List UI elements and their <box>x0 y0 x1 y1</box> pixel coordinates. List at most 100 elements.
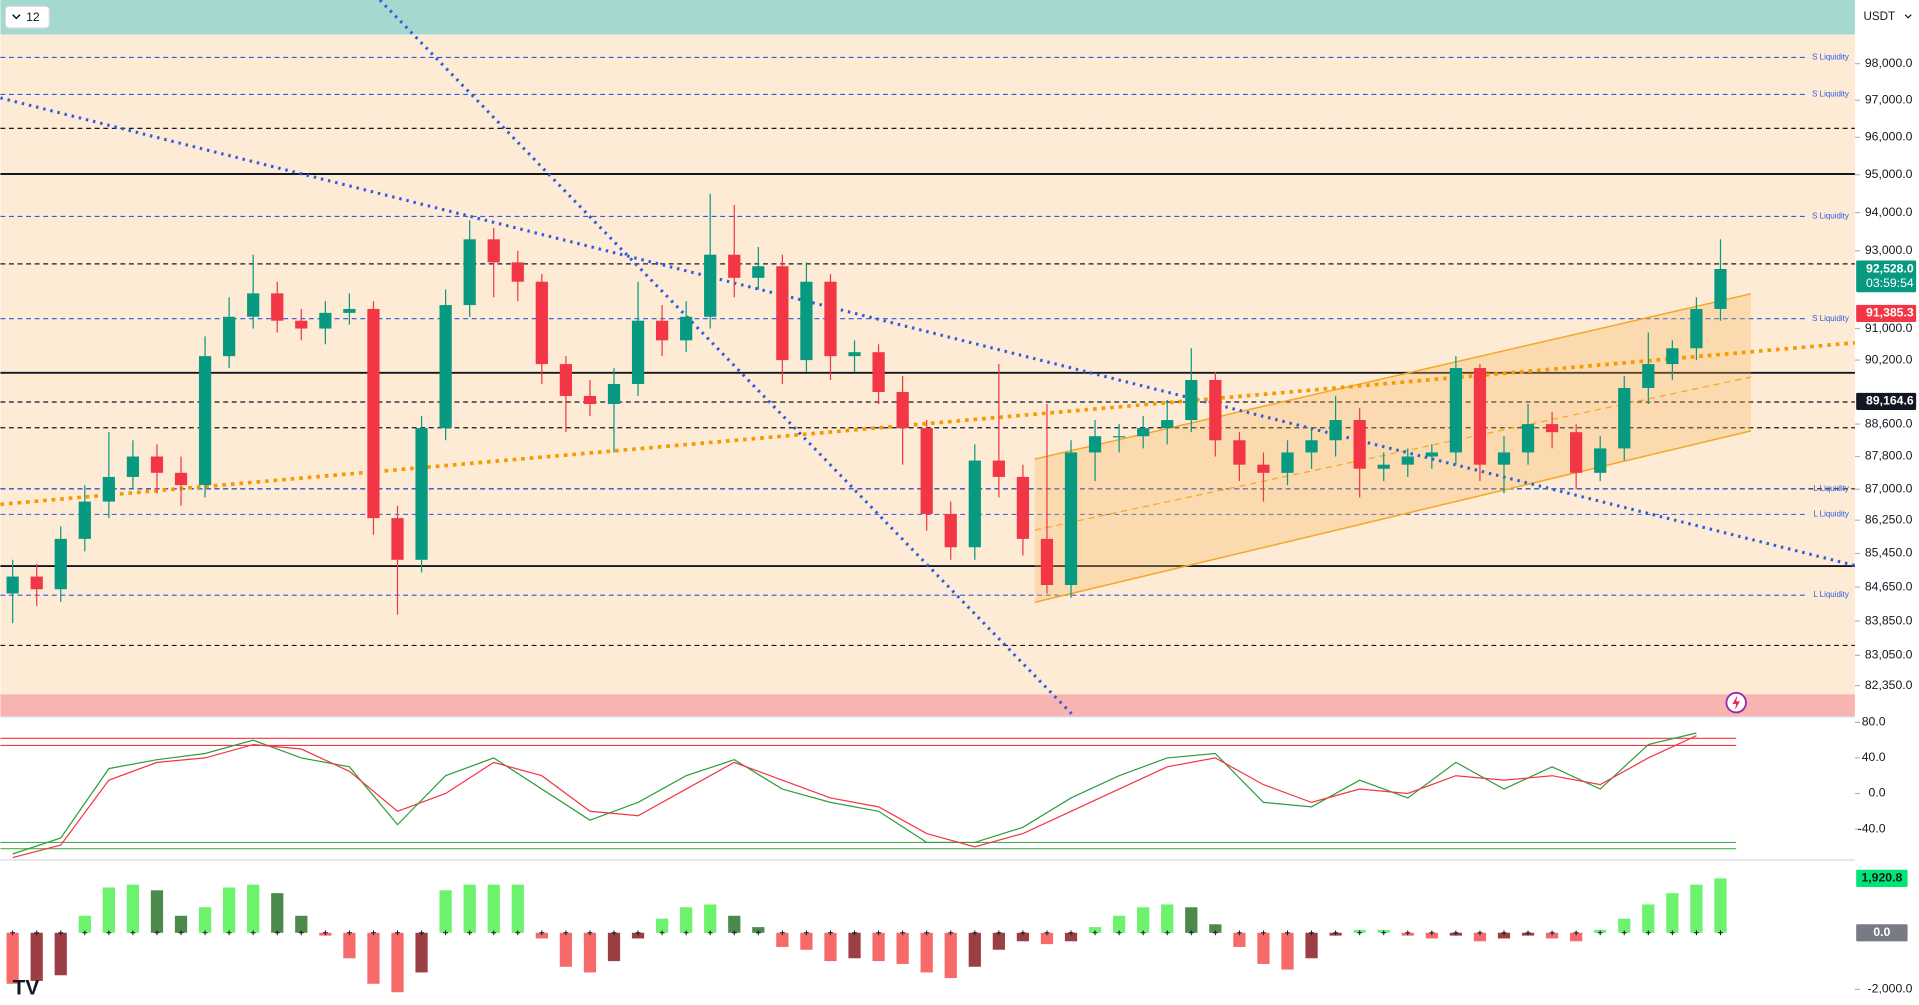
candle-body <box>607 383 621 404</box>
hist-bar <box>1618 918 1631 933</box>
candle-body <box>1425 452 1438 457</box>
axis-background <box>1854 0 1919 1005</box>
hist-bar <box>800 932 813 950</box>
zero-cross <box>250 930 256 936</box>
candle-body <box>1521 424 1535 453</box>
zero-cross <box>274 930 280 936</box>
zero-cross <box>1236 930 1242 936</box>
channel-fill <box>1034 293 1751 603</box>
y-tick-label: 88,600.0 <box>1865 416 1913 430</box>
alert-icon[interactable] <box>1725 691 1747 714</box>
zero-cross <box>900 930 906 936</box>
interval: 12 <box>26 10 40 24</box>
candle-body <box>126 456 140 477</box>
background: S Liquidity S Liquidity S Liquidity S Liqui… <box>0 0 1855 850</box>
candle-body <box>271 293 284 321</box>
channel-line <box>1034 430 1752 603</box>
candle-body <box>102 476 115 502</box>
y-tick-label: 86,250.0 <box>1865 512 1913 526</box>
zero-cross <box>1405 930 1411 936</box>
candle-body <box>800 281 813 361</box>
candle-body <box>631 320 645 384</box>
hist-bar <box>776 932 789 947</box>
y-tick-label: 90,200.0 <box>1865 352 1913 366</box>
zero-cross <box>346 930 352 936</box>
interval-box[interactable] <box>4 5 50 29</box>
y-tick-label: 0.0 <box>1869 786 1886 800</box>
zero-cross <box>1068 930 1074 936</box>
zero-cross <box>371 930 376 936</box>
currency-button[interactable]: USDT <box>1864 10 1912 23</box>
hist-bar <box>1305 932 1318 959</box>
zero-cross <box>1549 930 1555 936</box>
hist-bar <box>752 927 765 933</box>
candle-body <box>992 460 1005 477</box>
hist-bar <box>824 932 837 962</box>
candle-body <box>343 308 356 313</box>
zero-cross <box>1116 930 1122 936</box>
zero-cross <box>852 930 857 936</box>
candle-body <box>920 428 933 514</box>
zero-cross <box>635 930 641 936</box>
interval-button[interactable]: 12 <box>4 5 50 29</box>
hist-bar <box>1690 884 1703 933</box>
zero-cross <box>10 930 16 936</box>
hist-bar <box>271 893 284 933</box>
hist-bar <box>1040 932 1054 945</box>
y-tick-label: 87,000.0 <box>1865 481 1913 495</box>
price-label: 92,528.0 <box>1866 261 1914 275</box>
chevron <box>12 14 21 20</box>
candle-body <box>1305 440 1318 453</box>
zero-cross <box>972 930 978 936</box>
hist-bar <box>463 884 476 933</box>
candle-body <box>30 576 43 590</box>
hist-bar <box>920 932 933 973</box>
zero-cross <box>1597 930 1603 936</box>
y-tick-label: 84,650.0 <box>1865 579 1913 593</box>
zero-cross <box>1309 930 1315 936</box>
hist-bar <box>1281 932 1294 970</box>
hist-bar <box>1257 932 1270 964</box>
candle-body <box>872 352 885 392</box>
candle-body <box>223 316 236 357</box>
hist-bar <box>655 918 669 933</box>
drawings <box>0 0 1856 715</box>
hist-bar <box>848 932 861 959</box>
zero-cross <box>58 930 64 936</box>
y-tick-label: 83,850.0 <box>1865 613 1913 627</box>
zero-cross <box>491 930 497 936</box>
zero-cross <box>539 930 545 936</box>
zero-cross <box>683 930 689 936</box>
candle-body <box>535 281 548 365</box>
alert-bolt <box>1732 695 1740 710</box>
candle-body <box>944 513 957 548</box>
candle-body <box>487 239 500 263</box>
hist-bar <box>1137 907 1150 933</box>
hist-bar <box>367 932 380 984</box>
price-label-box <box>1856 392 1917 410</box>
zero-cross <box>1429 930 1435 936</box>
hist-bar <box>1473 932 1487 942</box>
hist-bar <box>54 932 67 976</box>
hist-bar <box>1714 878 1727 933</box>
zero-cross <box>34 930 40 936</box>
zero-cross <box>1669 930 1675 936</box>
channel-mid <box>1034 376 1752 531</box>
countdown: 03:59:54 <box>1866 276 1914 290</box>
hist-bar <box>968 932 981 967</box>
candle-body <box>367 308 380 519</box>
zero-cross <box>226 930 232 936</box>
liquidity-label: L Liquidity <box>1813 509 1848 518</box>
zero-cross <box>443 930 449 936</box>
zero-cross <box>876 930 882 936</box>
candle-body <box>198 356 212 486</box>
zero-cross <box>828 930 833 936</box>
candle-body <box>848 352 861 357</box>
zero-cross <box>106 930 112 936</box>
candle-body <box>1642 364 1655 388</box>
hist-bar <box>247 884 260 933</box>
y-tick-label: 96,000.0 <box>1865 130 1913 144</box>
logo: TV <box>13 977 40 1000</box>
hist-bar <box>6 932 19 984</box>
hist-bar <box>1185 907 1198 933</box>
